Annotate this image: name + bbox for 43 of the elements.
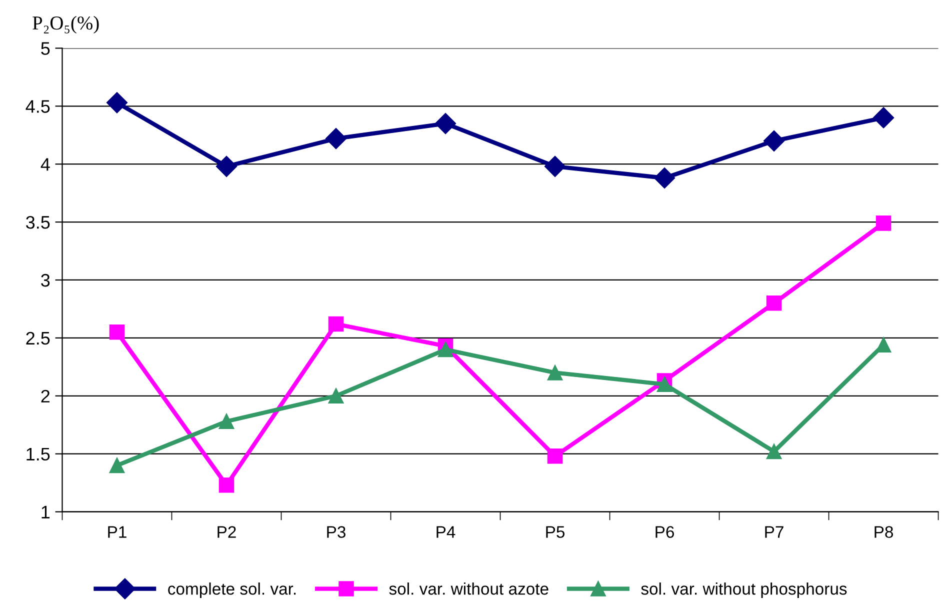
point: [109, 324, 125, 340]
x-tick-label: P6: [656, 526, 674, 538]
point: [325, 128, 347, 150]
point: [876, 337, 892, 353]
point: [547, 365, 563, 380]
point: [547, 448, 563, 464]
y-tick-label: 3: [41, 274, 50, 287]
point: [766, 296, 782, 311]
point: [434, 113, 456, 134]
point: [218, 414, 234, 430]
y-tick-label: 2.5: [26, 332, 50, 345]
y-tick-label: 2: [41, 390, 50, 402]
point: [218, 477, 234, 493]
point: [438, 342, 454, 358]
x-tick-label: P4: [436, 526, 456, 538]
x-tick-label: P1: [108, 526, 126, 538]
y-tick-label: 4: [40, 158, 50, 171]
legend-label: sol. var. without phosphorus: [641, 582, 847, 598]
point: [544, 156, 566, 177]
point: [873, 107, 894, 128]
point: [328, 316, 344, 332]
legend-label: sol. var. without azote: [389, 582, 548, 595]
point: [328, 388, 344, 404]
y-tick-label: 4.5: [26, 100, 50, 113]
legend-label: complete sol. var.: [168, 582, 296, 598]
y-tick-label: 1: [42, 506, 50, 518]
point: [216, 156, 238, 177]
point: [654, 167, 676, 189]
point: [764, 130, 785, 152]
point: [876, 216, 892, 231]
point: [766, 444, 782, 460]
x-tick-label: P5: [546, 526, 565, 538]
x-tick-label: P3: [327, 526, 346, 538]
x-tick-label: P8: [874, 526, 893, 538]
y-tick-label: 5: [41, 42, 50, 55]
point: [106, 92, 128, 114]
point: [109, 458, 125, 474]
x-tick-label: P7: [765, 526, 784, 538]
point: [656, 376, 672, 392]
x-tick-label: P2: [218, 526, 236, 538]
y-axis-title: P₂O₅(%): [32, 16, 99, 34]
y-tick-label: 1.5: [26, 448, 50, 461]
y-tick-label: 3.5: [26, 216, 50, 229]
